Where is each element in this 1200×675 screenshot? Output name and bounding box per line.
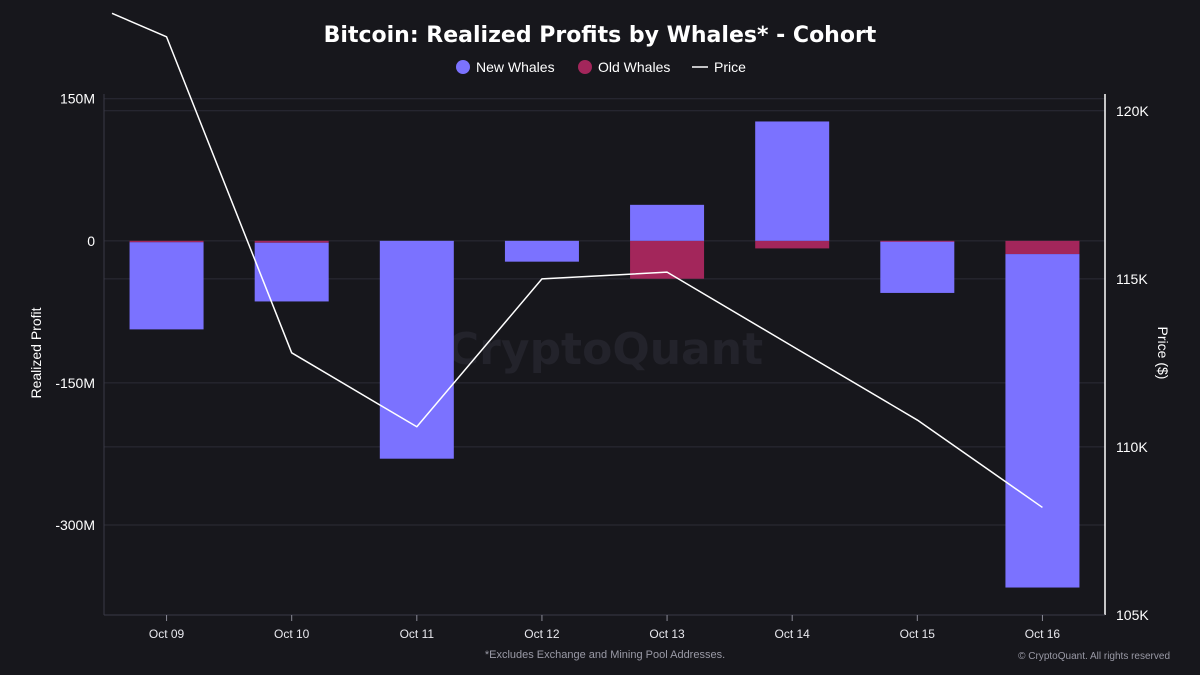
bar-old-whales [1005,240,1080,255]
footnote: *Excludes Exchange and Mining Pool Addre… [485,649,725,661]
bar-new-whales [504,240,579,262]
bar-new-whales [630,204,705,241]
y2-tick-label: 110K [1116,439,1148,455]
y2-tick-label: 120K [1116,103,1149,119]
price-line [111,12,1043,509]
bar-old-whales [880,240,955,243]
copyright: © CryptoQuant. All rights reserved [1018,651,1170,662]
y2-axis-title: Price ($) [1155,327,1171,380]
axes: 150M 0 -150M -300M 120K 115K 110K 105K Oct 09 Oct… [55,91,1149,641]
y2-tick-label: 115K [1116,271,1148,287]
x-tick-label: Oct 12 [524,627,560,641]
bar-new-whales [254,242,329,302]
x-tick-label: Oct 13 [649,627,685,641]
legend-swatch-new-whales [456,60,470,74]
bar-old-whales [129,240,204,243]
bar-new-whales [1005,254,1080,588]
y-tick-label: 150M [60,91,95,107]
x-tick-label: Oct 09 [149,627,185,641]
y-tick-label: -150M [55,375,95,391]
y-axis-title: Realized Profit [28,307,44,398]
bar-new-whales [379,240,454,459]
x-tick-label: Oct 14 [775,627,811,641]
bar-new-whales [880,241,955,293]
legend-label-price[interactable]: Price [714,59,746,75]
y-tick-label: -300M [55,517,95,533]
x-tick-label: Oct 15 [900,627,936,641]
y-tick-label: 0 [87,233,95,249]
legend-label-old-whales[interactable]: Old Whales [598,59,670,75]
bar-old-whales [755,240,830,249]
bar-old-whales [254,240,329,243]
watermark: CryptoQuant [447,324,763,375]
bar-new-whales [755,121,830,241]
legend-swatch-old-whales [578,60,592,74]
price-line-path [111,12,1043,509]
bar-new-whales [129,242,204,330]
legend: New Whales Old Whales Price [456,59,746,75]
legend-label-new-whales[interactable]: New Whales [476,59,555,75]
x-tick-label: Oct 11 [400,627,435,641]
x-tick-label: Oct 16 [1025,627,1061,641]
x-tick-label: Oct 10 [274,627,310,641]
y2-tick-label: 105K [1116,607,1149,623]
chart-title: Bitcoin: Realized Profits by Whales* - C… [324,23,877,48]
